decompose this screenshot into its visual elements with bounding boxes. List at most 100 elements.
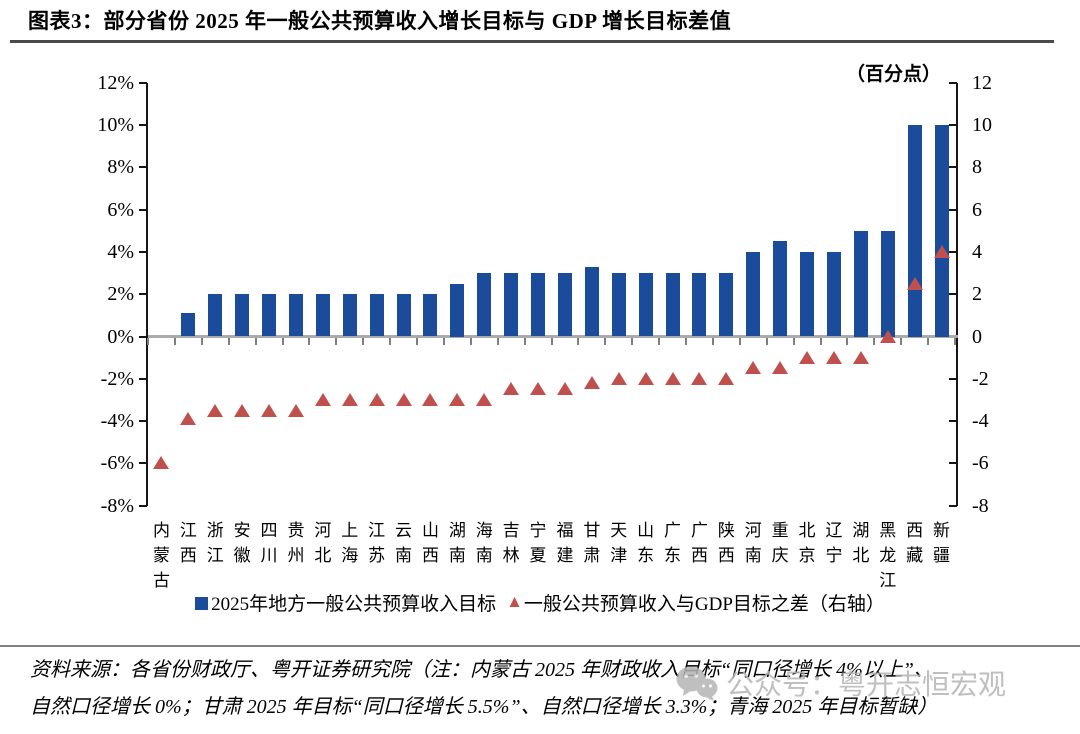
x-axis-label-char: 疆 <box>933 546 951 565</box>
right-axis-tick <box>949 420 957 423</box>
x-axis-tick <box>147 338 149 345</box>
triangle-marker <box>449 392 466 406</box>
x-axis-label: 江西 <box>176 518 200 568</box>
left-axis-tick-label: 6% <box>107 198 134 221</box>
left-axis-tick <box>139 81 147 84</box>
left-axis-tick <box>139 335 147 338</box>
x-axis-label-char: 新 <box>933 521 951 540</box>
bar <box>181 313 196 337</box>
x-axis-label-char: 西 <box>906 521 924 540</box>
x-axis-label-char: 津 <box>610 546 628 565</box>
x-axis-label-char: 四 <box>260 521 278 540</box>
bar <box>262 294 277 337</box>
x-axis-label-char: 北 <box>852 546 870 565</box>
left-axis-tick <box>139 124 147 126</box>
bar <box>423 294 438 337</box>
x-axis-label: 陕西 <box>714 518 738 568</box>
x-axis-label-char: 江 <box>206 546 224 565</box>
triangle-marker <box>691 371 708 385</box>
bar <box>719 273 734 337</box>
x-axis-label-char: 南 <box>395 546 413 565</box>
x-axis-tick <box>846 338 849 345</box>
x-axis-tick <box>765 338 768 345</box>
right-axis-tick <box>949 293 957 296</box>
x-axis-label-char: 河 <box>744 521 762 540</box>
x-axis-label-char: 西 <box>179 546 197 565</box>
bar <box>504 273 519 337</box>
x-axis-label: 安徽 <box>230 518 254 568</box>
x-axis-label-char: 福 <box>556 521 574 540</box>
x-axis-label-char: 苏 <box>368 546 386 565</box>
triangle-marker <box>556 382 573 396</box>
x-axis-label-char: 南 <box>744 546 762 565</box>
right-axis-line <box>956 83 958 506</box>
right-axis-tick-label: 8 <box>972 156 982 179</box>
left-axis-tick-label: 0% <box>107 325 134 348</box>
bar <box>584 266 599 337</box>
bar <box>477 273 492 337</box>
x-axis-tick <box>550 338 553 345</box>
triangle-marker <box>395 392 412 406</box>
right-axis-tick <box>949 504 957 507</box>
x-axis-label-char: 南 <box>448 546 466 565</box>
x-axis-label-char: 南 <box>475 546 493 565</box>
bar <box>315 294 330 337</box>
x-axis-label-char: 重 <box>771 521 789 540</box>
x-axis-label: 山西 <box>418 518 442 568</box>
x-axis-tick <box>469 338 472 345</box>
bar <box>853 230 868 337</box>
x-axis-label-char: 古 <box>152 571 170 590</box>
x-axis-label: 上海 <box>338 518 362 568</box>
x-axis-label-char: 东 <box>637 546 655 565</box>
x-axis-label-char: 陕 <box>717 521 735 540</box>
left-axis-tick <box>139 420 147 423</box>
x-axis-label-char: 州 <box>287 546 305 565</box>
x-axis-tick <box>873 338 876 345</box>
x-axis-tick <box>308 338 311 345</box>
x-axis-tick <box>389 338 392 345</box>
left-axis-tick-label: -6% <box>100 452 134 475</box>
x-axis-tick <box>200 338 203 345</box>
triangle-marker <box>933 244 950 258</box>
x-axis-label: 四川 <box>257 518 281 568</box>
left-axis-tick <box>139 250 147 253</box>
x-axis-tick <box>335 338 338 345</box>
triangle-marker <box>718 371 735 385</box>
bar <box>611 273 626 337</box>
x-axis-label: 海南 <box>472 518 496 568</box>
x-axis-label-char: 林 <box>502 546 520 565</box>
x-axis-label: 山东 <box>634 518 658 568</box>
x-axis-label: 湖北 <box>849 518 873 568</box>
triangle-marker <box>745 361 762 375</box>
left-axis-tick-label: 10% <box>97 114 134 136</box>
x-axis-label: 北京 <box>795 518 819 568</box>
bar <box>235 294 250 337</box>
bar <box>396 294 411 337</box>
x-axis-label-char: 广 <box>664 521 682 540</box>
x-axis-label-char: 夏 <box>529 546 547 565</box>
bar <box>342 294 357 337</box>
x-axis-tick <box>927 338 930 345</box>
left-axis-tick-label: 2% <box>107 283 134 306</box>
right-axis-tick <box>949 250 957 253</box>
triangle-marker <box>906 276 923 290</box>
bar <box>369 294 384 337</box>
bar <box>288 294 303 337</box>
triangle-marker <box>476 392 493 406</box>
x-axis-label-char: 徽 <box>233 546 251 565</box>
right-axis-tick <box>949 81 957 84</box>
x-axis-label: 新疆 <box>930 518 954 568</box>
x-axis-tick <box>227 338 230 345</box>
left-axis-tick <box>139 462 147 465</box>
x-axis-label-char: 上 <box>341 521 359 540</box>
x-axis-label-char: 北 <box>798 521 816 540</box>
x-axis-tick <box>442 338 445 345</box>
triangle-marker <box>799 350 816 364</box>
legend-bar-swatch <box>195 597 209 610</box>
zero-gridline <box>148 335 958 338</box>
triangle-marker <box>180 411 197 425</box>
left-axis-tick-label: 12% <box>97 71 134 94</box>
triangle-marker <box>772 361 789 375</box>
x-axis-label: 天津 <box>607 518 631 568</box>
